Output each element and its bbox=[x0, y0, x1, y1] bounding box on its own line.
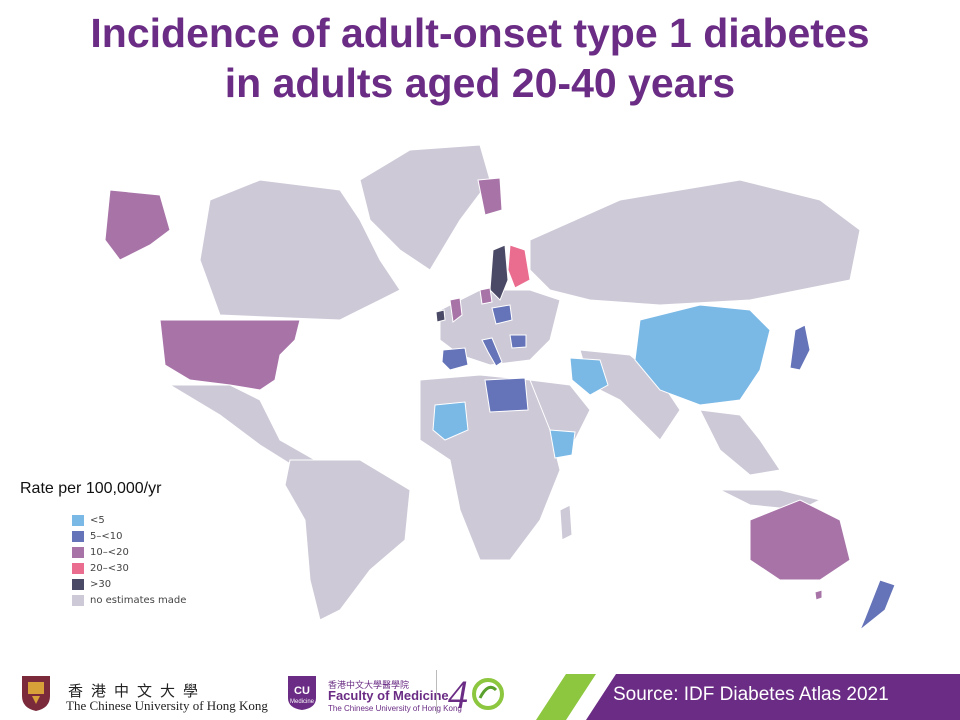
legend-swatch bbox=[72, 514, 84, 526]
svg-text:4: 4 bbox=[448, 672, 468, 717]
legend-item: >30 bbox=[72, 576, 186, 592]
40th-anniversary-logo: 4 bbox=[448, 672, 504, 717]
cuhk-crest-logo bbox=[22, 676, 50, 711]
australia bbox=[749, 499, 851, 581]
svalbard bbox=[477, 177, 503, 216]
legend-swatch bbox=[72, 578, 84, 590]
legend-swatch bbox=[72, 530, 84, 542]
legend-label: >30 bbox=[90, 578, 112, 590]
legend-swatch bbox=[72, 546, 84, 558]
finland bbox=[507, 244, 531, 289]
cuhk-name-chinese: 香港中文大學 bbox=[68, 682, 207, 700]
japan bbox=[789, 324, 811, 371]
russia bbox=[529, 179, 861, 306]
footer: 香港中文大學 The Chinese University of Hong Ko… bbox=[0, 660, 960, 720]
united-kingdom bbox=[449, 297, 463, 323]
faculty-name-chinese: 香港中文大學醫學院 bbox=[328, 681, 410, 691]
mali bbox=[432, 401, 469, 441]
mexico bbox=[168, 384, 316, 471]
italy bbox=[481, 337, 503, 367]
ethiopia bbox=[549, 429, 576, 459]
slide-title: Incidence of adult-onset type 1 diabetes… bbox=[0, 8, 960, 108]
legend-label: <5 bbox=[90, 514, 105, 526]
map-legend: <5 5–<10 10–<20 20–<30 >30 no estimates … bbox=[72, 512, 186, 608]
legend-label: 10–<20 bbox=[90, 546, 129, 558]
iran bbox=[569, 357, 609, 396]
cu-medicine-logo: CU Medicine bbox=[288, 676, 316, 710]
footer-divider bbox=[436, 670, 437, 714]
united-states bbox=[159, 319, 301, 391]
europe bbox=[439, 289, 561, 366]
legend-item: 5–<10 bbox=[72, 528, 186, 544]
world-map bbox=[104, 144, 896, 631]
alaska bbox=[104, 189, 171, 261]
legend-label: no estimates made bbox=[90, 594, 187, 606]
poland bbox=[491, 304, 513, 325]
madagascar bbox=[559, 504, 573, 541]
romania bbox=[509, 334, 527, 349]
faculty-subtitle: The Chinese University of Hong Kong bbox=[328, 704, 462, 713]
legend-title: Rate per 100,000/yr bbox=[20, 480, 162, 497]
source-citation: Source: IDF Diabetes Atlas 2021 bbox=[613, 684, 889, 705]
faculty-name-english: Faculty of Medicine bbox=[328, 688, 449, 703]
canada bbox=[199, 179, 401, 321]
southeast-asia bbox=[699, 409, 781, 476]
legend-label: 20–<30 bbox=[90, 562, 129, 574]
south-america bbox=[284, 459, 411, 621]
legend-item: 10–<20 bbox=[72, 544, 186, 560]
svg-text:CU: CU bbox=[294, 685, 310, 697]
ireland bbox=[435, 309, 446, 323]
china bbox=[634, 304, 771, 406]
spain bbox=[441, 347, 469, 371]
title-line-1: Incidence of adult-onset type 1 diabetes bbox=[90, 10, 870, 56]
cuhk-name-english: The Chinese University of Hong Kong bbox=[66, 698, 268, 713]
legend-label: 5–<10 bbox=[90, 530, 123, 542]
legend-item: <5 bbox=[72, 512, 186, 528]
libya bbox=[484, 377, 529, 413]
legend-item: 20–<30 bbox=[72, 560, 186, 576]
legend-swatch bbox=[72, 594, 84, 606]
denmark bbox=[479, 287, 493, 305]
source-banner bbox=[536, 674, 960, 720]
svg-text:Medicine: Medicine bbox=[290, 699, 315, 705]
title-line-2: in adults aged 20-40 years bbox=[224, 60, 736, 106]
legend-item: no estimates made bbox=[72, 592, 186, 608]
new-zealand bbox=[859, 579, 896, 631]
tasmania bbox=[814, 589, 823, 601]
legend-swatch bbox=[72, 562, 84, 574]
sweden bbox=[489, 244, 509, 301]
greenland bbox=[359, 144, 491, 271]
